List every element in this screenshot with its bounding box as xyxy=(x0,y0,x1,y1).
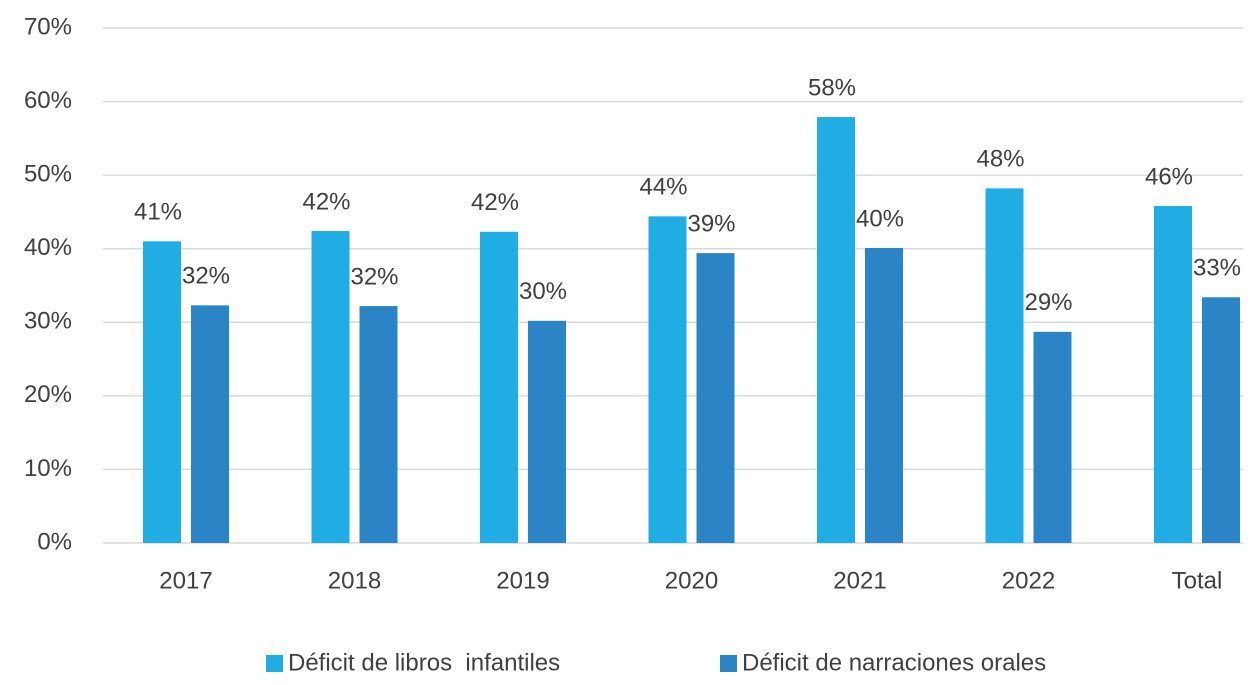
bar xyxy=(696,253,735,543)
value-label: 58% xyxy=(808,74,856,101)
bar xyxy=(1033,331,1072,543)
x-tick-label: Total xyxy=(1172,567,1223,594)
value-label: 32% xyxy=(350,263,398,290)
value-label: 42% xyxy=(471,189,519,216)
bar xyxy=(143,241,181,543)
value-label: 44% xyxy=(639,174,687,201)
legend-swatch xyxy=(266,655,283,672)
bar xyxy=(311,231,350,544)
value-label: 29% xyxy=(1024,289,1072,316)
value-label: 46% xyxy=(1145,163,1193,190)
value-label: 40% xyxy=(856,205,904,232)
value-label: 30% xyxy=(519,278,567,305)
bar xyxy=(528,320,566,543)
value-label: 32% xyxy=(182,263,230,290)
y-tick-label: 70% xyxy=(24,13,72,40)
bar xyxy=(1202,297,1240,543)
value-label: 41% xyxy=(134,199,182,226)
x-tick-label: 2021 xyxy=(833,567,886,594)
y-tick-label: 40% xyxy=(24,234,72,261)
x-tick-label: 2019 xyxy=(496,567,549,594)
y-tick-label: 10% xyxy=(24,455,72,482)
y-tick-label: 50% xyxy=(24,160,72,187)
bar xyxy=(191,305,229,543)
y-tick-label: 60% xyxy=(24,87,72,114)
legend-swatch xyxy=(720,655,737,672)
bar xyxy=(1154,206,1192,544)
value-label: 33% xyxy=(1193,255,1241,282)
y-tick-label: 30% xyxy=(24,308,72,335)
x-tick-label: 2017 xyxy=(159,567,212,594)
legend-label: Déficit de libros infantiles xyxy=(288,649,560,676)
value-label: 39% xyxy=(687,210,735,237)
legend-label: Déficit de narraciones orales xyxy=(742,649,1046,676)
y-tick-label: 0% xyxy=(37,528,72,555)
bar xyxy=(648,216,687,544)
x-tick-label: 2022 xyxy=(1002,567,1055,594)
bar xyxy=(817,117,855,544)
value-label: 48% xyxy=(976,146,1024,173)
x-tick-label: 2018 xyxy=(328,567,381,594)
bar xyxy=(359,306,398,543)
y-tick-label: 20% xyxy=(24,381,72,408)
bar xyxy=(985,188,1024,543)
x-tick-label: 2020 xyxy=(665,567,718,594)
value-label: 42% xyxy=(302,188,350,215)
bar xyxy=(865,247,903,543)
bar xyxy=(480,231,518,544)
